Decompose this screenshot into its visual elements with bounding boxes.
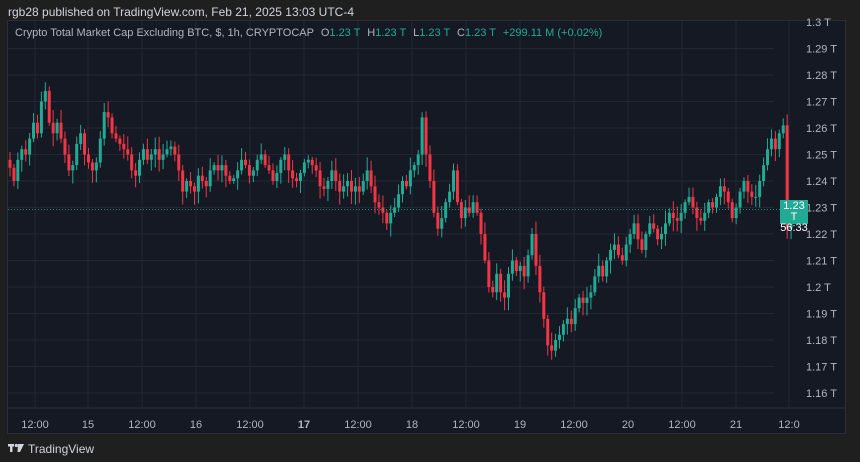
- price-axis-label: 1.23 T: [806, 203, 837, 215]
- price-axis-label: 1.18 T: [806, 335, 837, 347]
- price-axis-label: 1.22 T: [806, 229, 837, 241]
- symbol-title[interactable]: Crypto Total Market Cap Excluding BTC, $…: [15, 27, 314, 39]
- time-axis-label: 12:00: [452, 419, 480, 431]
- time-axis-label: 20: [622, 419, 634, 431]
- time-axis-label: 12:00: [236, 419, 264, 431]
- tradingview-logo-icon: [8, 442, 24, 456]
- time-axis-label: 18: [406, 419, 418, 431]
- change-value: +299.11 M (+0.02%): [502, 27, 603, 39]
- low-value: 1.23 T: [419, 27, 450, 39]
- time-axis-label: 12:00: [344, 419, 372, 431]
- published-caption: rgb28 published on TradingView.com, Feb …: [8, 5, 354, 19]
- price-axis-label: 1.16 T: [806, 388, 837, 400]
- open-value: 1.23 T: [329, 27, 361, 39]
- brand-name: TradingView: [28, 442, 95, 456]
- time-axis-label: 12:00: [128, 419, 156, 431]
- footer-brand[interactable]: TradingView: [8, 442, 94, 456]
- chart-legend: Crypto Total Market Cap Excluding BTC, $…: [15, 27, 602, 39]
- time-axis-label: 19: [514, 419, 526, 431]
- close-label: C: [457, 27, 465, 39]
- high-value: 1.23 T: [375, 27, 406, 39]
- price-axis-label: 1.26 T: [806, 123, 837, 135]
- last-price: 1.23 T: [783, 200, 805, 223]
- time-axis-label: 12:0: [778, 419, 799, 431]
- chart-frame: [7, 20, 846, 434]
- price-axis-label: 1.25 T: [806, 150, 837, 162]
- time-axis-label: 21: [730, 419, 742, 431]
- time-axis-label: 17: [298, 419, 310, 431]
- price-axis-label: 1.2 T: [806, 282, 831, 294]
- time-axis-label: 12:00: [21, 419, 49, 431]
- bar-countdown: 56:33: [780, 222, 808, 234]
- time-axis-label: 12:00: [560, 419, 588, 431]
- time-axis-label: 15: [82, 419, 94, 431]
- time-axis-label: 12:00: [668, 419, 696, 431]
- close-value: 1.23 T: [465, 27, 496, 39]
- price-axis-label: 1.24 T: [806, 176, 837, 188]
- price-axis-label: 1.21 T: [806, 256, 837, 268]
- price-axis-label: 1.28 T: [806, 70, 837, 82]
- price-axis-label: 1.19 T: [806, 309, 837, 321]
- time-axis-label: 16: [190, 419, 202, 431]
- price-axis-label: 1.27 T: [806, 97, 837, 109]
- high-label: H: [367, 27, 376, 39]
- price-axis-label: 1.17 T: [806, 362, 837, 374]
- price-axis-label: 1.3 T: [806, 17, 831, 29]
- price-axis-label: 1.29 T: [806, 44, 837, 56]
- open-label: O: [320, 27, 330, 39]
- last-price-tag: 1.23 T 56:33: [780, 200, 808, 234]
- low-label: L: [413, 27, 420, 39]
